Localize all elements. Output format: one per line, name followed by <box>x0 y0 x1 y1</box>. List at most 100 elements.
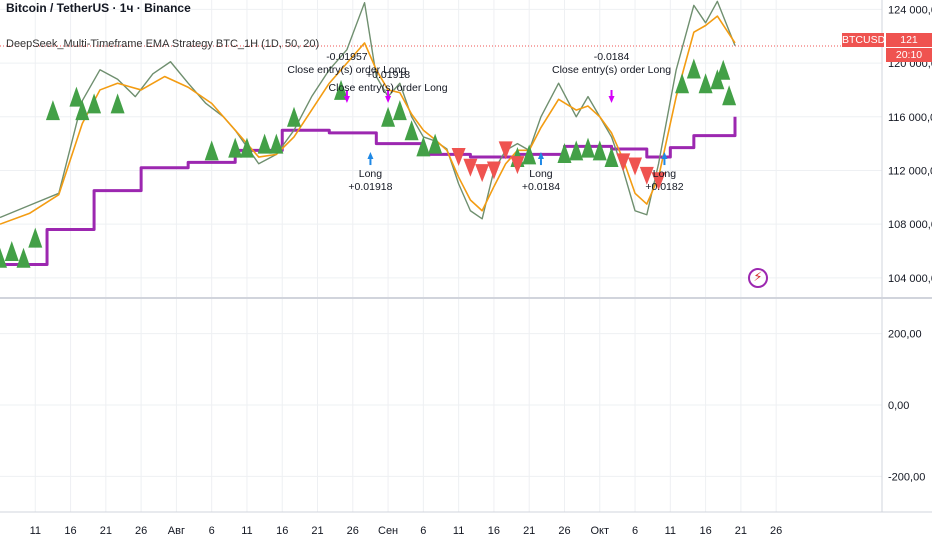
bull-arrow <box>239 137 254 158</box>
x-tick-label: 26 <box>135 525 147 537</box>
x-tick-label: 16 <box>64 525 76 537</box>
x-tick-label: 26 <box>347 525 359 537</box>
bull-arrow <box>722 85 737 106</box>
bear-arrow <box>651 172 666 191</box>
bull-arrow <box>716 59 731 80</box>
exit-pnl: +0.01918 <box>366 69 410 81</box>
y-tick-label: 124 000,00 <box>888 4 932 16</box>
bull-arrow <box>416 136 431 157</box>
bull-arrow <box>698 73 713 94</box>
entry-pnl: +0.0184 <box>522 181 560 193</box>
bull-arrow <box>592 140 607 161</box>
price-tag-price: 121 270,00 <box>886 33 932 60</box>
signal-arrows <box>0 58 737 268</box>
price-tag-ticker: BTCUSDT <box>842 33 892 47</box>
bull-arrow <box>87 93 102 114</box>
bull-arrow <box>110 93 125 114</box>
bull-arrow <box>334 79 349 100</box>
bull-arrow <box>45 100 60 121</box>
entry-arrow <box>661 152 668 160</box>
bull-arrow <box>381 106 396 127</box>
exit-pnl: -0.0184 <box>594 51 630 63</box>
bull-arrow <box>604 147 619 168</box>
y-tick-label: 104 000,00 <box>888 273 932 285</box>
bull-arrow <box>16 247 31 268</box>
exit-arrow <box>343 95 350 103</box>
entry-label: Long <box>653 168 677 180</box>
y-tick-label: 108 000,00 <box>888 219 932 231</box>
x-tick-label: 16 <box>699 525 711 537</box>
y-tick-label: -200,00 <box>888 471 925 483</box>
bull-arrow <box>675 73 690 94</box>
x-tick-label: 21 <box>311 525 323 537</box>
entry-arrow <box>367 152 374 160</box>
x-tick-label: 26 <box>558 525 570 537</box>
bull-arrow <box>522 144 537 165</box>
symbol-title: Bitcoin / TetherUS · 1ч · Binance <box>6 1 191 15</box>
bull-arrow <box>269 133 284 154</box>
exit-label: Close entry(s) order Long <box>329 82 448 94</box>
y-tick-label: 200,00 <box>888 329 922 341</box>
x-tick-label: 11 <box>453 525 464 537</box>
x-tick-label: 6 <box>209 525 215 537</box>
x-tick-label: 21 <box>523 525 535 537</box>
exit-pnl: -0.01957 <box>326 51 368 63</box>
x-tick-label: 16 <box>276 525 288 537</box>
x-tick-label: 6 <box>632 525 638 537</box>
x-tick-label: 6 <box>420 525 426 537</box>
x-tick-label: 11 <box>665 525 676 537</box>
x-tick-label: Окт <box>590 525 609 537</box>
bull-arrow <box>581 137 595 158</box>
x-tick-label: Авг <box>168 525 185 537</box>
bull-arrow <box>4 241 19 262</box>
price-tag-countdown: 20:10 <box>886 48 932 62</box>
bull-arrow <box>392 100 407 121</box>
bull-arrow <box>428 133 443 154</box>
bull-arrow <box>686 58 701 79</box>
exit-label: Close entry(s) order Long <box>552 64 671 76</box>
bear-arrow <box>451 148 466 167</box>
bear-arrow <box>498 141 513 160</box>
y-tick-label: 0,00 <box>888 400 909 412</box>
y-axis-main[interactable]: 124 000,00120 000,00116 000,00112 000,00… <box>888 4 932 284</box>
bull-arrow <box>75 100 90 121</box>
trade-markers: Long+0.01918Long+0.0184Long+0.0182-0.019… <box>287 51 683 193</box>
exit-arrow <box>385 95 392 103</box>
bolt-icon[interactable]: ⚡ <box>748 268 768 288</box>
x-tick-label: 21 <box>735 525 747 537</box>
bear-arrow <box>463 158 478 177</box>
x-tick-label: Сен <box>378 525 398 537</box>
x-axis[interactable]: 11 16 21 26 Авг 6 11 16 21 26 Сен 6 11 16 21 26 Окт 6 11 16… <box>30 525 783 537</box>
bull-arrow <box>69 86 84 107</box>
bull-arrow <box>287 106 301 127</box>
strategy-title: DeepSeek_Multi-Timeframe EMA Strategy BT… <box>6 38 320 50</box>
grid <box>0 0 932 513</box>
entry-pnl: +0.0182 <box>645 181 683 193</box>
exit-label: Close entry(s) order Long <box>287 64 406 76</box>
x-tick-label: 16 <box>488 525 500 537</box>
bull-arrow <box>28 227 43 248</box>
bear-arrow <box>639 166 654 185</box>
y-tick-label: 116 000,00 <box>888 112 932 124</box>
bear-arrow <box>616 153 631 172</box>
bull-arrow <box>228 137 243 158</box>
bear-arrow <box>486 161 501 180</box>
x-tick-label: 11 <box>30 525 41 537</box>
bear-arrow <box>510 156 525 175</box>
entry-label: Long <box>359 168 383 180</box>
bull-arrow <box>569 140 584 161</box>
entry-label: Long <box>529 168 553 180</box>
bull-arrow <box>404 120 419 141</box>
x-tick-label: 21 <box>100 525 112 537</box>
bull-arrow <box>204 140 219 161</box>
bull-arrow <box>0 247 7 268</box>
bear-arrow <box>628 157 643 176</box>
bull-arrow <box>557 143 572 164</box>
bear-arrow <box>475 164 490 183</box>
x-tick-label: 26 <box>770 525 782 537</box>
bull-arrow <box>257 133 272 154</box>
x-tick-label: 11 <box>241 525 252 537</box>
y-axis-lower[interactable]: 200,00 0,00 -200,00 <box>888 329 925 484</box>
exit-arrow <box>608 95 615 103</box>
